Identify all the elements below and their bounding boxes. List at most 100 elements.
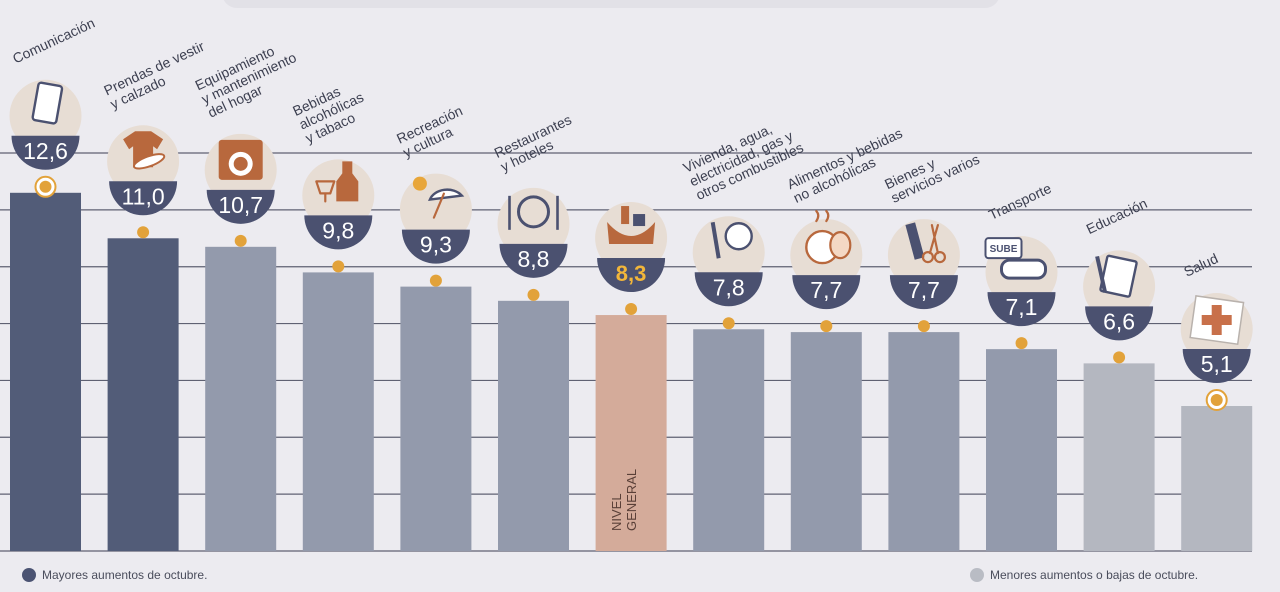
bars [10, 192, 1253, 552]
data-label: 11,0 [122, 183, 165, 209]
first-aid-icon [1189, 295, 1245, 346]
value-circle [401, 229, 470, 264]
data-label: 7,7 [908, 277, 940, 303]
general-label-line: GENERAL [624, 469, 639, 531]
data-label: 10,7 [218, 192, 263, 218]
category-label: Vivienda, agua,electricidad, gas yotros … [681, 121, 806, 203]
value-circle [987, 292, 1056, 327]
shirt-icon [123, 131, 166, 170]
data-label: 6,6 [1103, 308, 1135, 334]
bar [986, 349, 1057, 551]
value-circle [11, 135, 80, 170]
value-circle [1182, 349, 1251, 384]
machine-drum [233, 156, 248, 171]
value-dot [137, 226, 150, 239]
value-badge: 12,6 [9, 79, 82, 170]
phone-shape [31, 81, 64, 125]
icon-background [497, 187, 570, 260]
scissor-ring [933, 251, 947, 264]
scissor-ring [921, 251, 935, 264]
header-pill [222, 0, 1000, 8]
shopping-bag-icon [607, 206, 656, 245]
data-label: 9,3 [420, 232, 452, 258]
category-label: Comunicación [10, 15, 97, 67]
value-dot [917, 320, 930, 333]
value-dot [1210, 394, 1223, 407]
bar [790, 332, 862, 551]
bar [595, 315, 667, 551]
general-bar-label: NIVEL GENERAL [609, 469, 639, 531]
value-badge: 11,0 [107, 125, 180, 216]
value-badge: 8,8 [497, 187, 570, 278]
tick-label: Salud [1181, 250, 1220, 280]
value-badge: 6,6 [1083, 250, 1156, 341]
value-badges: 12,6 11,0 10,7 9,8 9,3 8,8 8,3 7,8 7,7 7,7 SUBE 7,1… [9, 79, 1253, 384]
plate-shape [517, 195, 550, 229]
value-circle [597, 258, 666, 293]
bottle-shape [621, 206, 630, 225]
data-label: 8,3 [616, 261, 647, 286]
bar [888, 332, 960, 551]
data-label: 7,8 [713, 274, 745, 300]
food-bowl-icon [805, 210, 852, 265]
data-label: 12,6 [23, 138, 68, 164]
value-circle [694, 272, 763, 307]
legend-mayores: Mayores aumentos de octubre. [22, 568, 207, 582]
value-badge: 7,8 [692, 216, 765, 307]
tick-label: Educación [1084, 195, 1150, 237]
value-dot [39, 180, 52, 193]
card-text: SUBE [990, 244, 1018, 255]
value-badge: 7,7 [790, 210, 863, 310]
bulb-shape [724, 222, 753, 251]
umbrella-pole [432, 192, 445, 219]
data-label: 7,7 [810, 277, 842, 303]
comb-shape [905, 222, 925, 260]
bus-card-icon: SUBE [984, 237, 1047, 280]
category-label: Salud [1181, 250, 1220, 280]
tools-bulb-icon [710, 221, 753, 259]
legend-menores-swatch [970, 568, 984, 582]
bottle-shape [336, 161, 359, 202]
value-dot [722, 317, 735, 330]
comb-scissors-icon [905, 222, 947, 264]
shoe-shape [132, 153, 166, 170]
value-badge: SUBE 7,1 [984, 236, 1058, 327]
tick-label: Comunicación [10, 15, 97, 67]
cross-shape [1201, 305, 1232, 336]
tool-shape [710, 221, 721, 259]
umbrella-sun-icon [412, 176, 465, 219]
bag-shape [607, 222, 656, 245]
notebook-pencil-icon [1095, 254, 1138, 298]
data-label: 9,8 [322, 217, 354, 243]
value-dots [34, 175, 1228, 412]
category-label: Transporte [986, 180, 1054, 223]
bar [10, 192, 81, 552]
bar [302, 272, 374, 551]
general-label-line: NIVEL [609, 493, 624, 531]
value-circle [206, 189, 275, 224]
category-label: Educación [1084, 195, 1150, 237]
value-circle [109, 181, 178, 216]
sun-shape [412, 176, 427, 191]
value-dot [332, 260, 345, 273]
data-label: 7,1 [1006, 294, 1038, 320]
legend-mayores-swatch [22, 568, 36, 582]
legend-menores: Menores aumentos o bajas de octubre. [970, 568, 1198, 582]
glass-shape [315, 180, 336, 203]
value-dot [527, 288, 540, 301]
value-circle [792, 275, 861, 310]
data-label: 8,8 [518, 246, 550, 272]
bar [693, 329, 765, 551]
value-badge: 7,7 [887, 219, 960, 310]
umbrella-shape [428, 188, 465, 202]
bar [400, 286, 472, 551]
value-dot [429, 274, 442, 287]
bar [1181, 406, 1253, 551]
value-circle [499, 243, 568, 278]
value-dot [625, 303, 638, 316]
legend-menores-label: Menores aumentos o bajas de octubre. [990, 568, 1199, 582]
value-badge: 9,3 [399, 173, 472, 264]
bar [205, 246, 277, 552]
bar [498, 300, 569, 551]
